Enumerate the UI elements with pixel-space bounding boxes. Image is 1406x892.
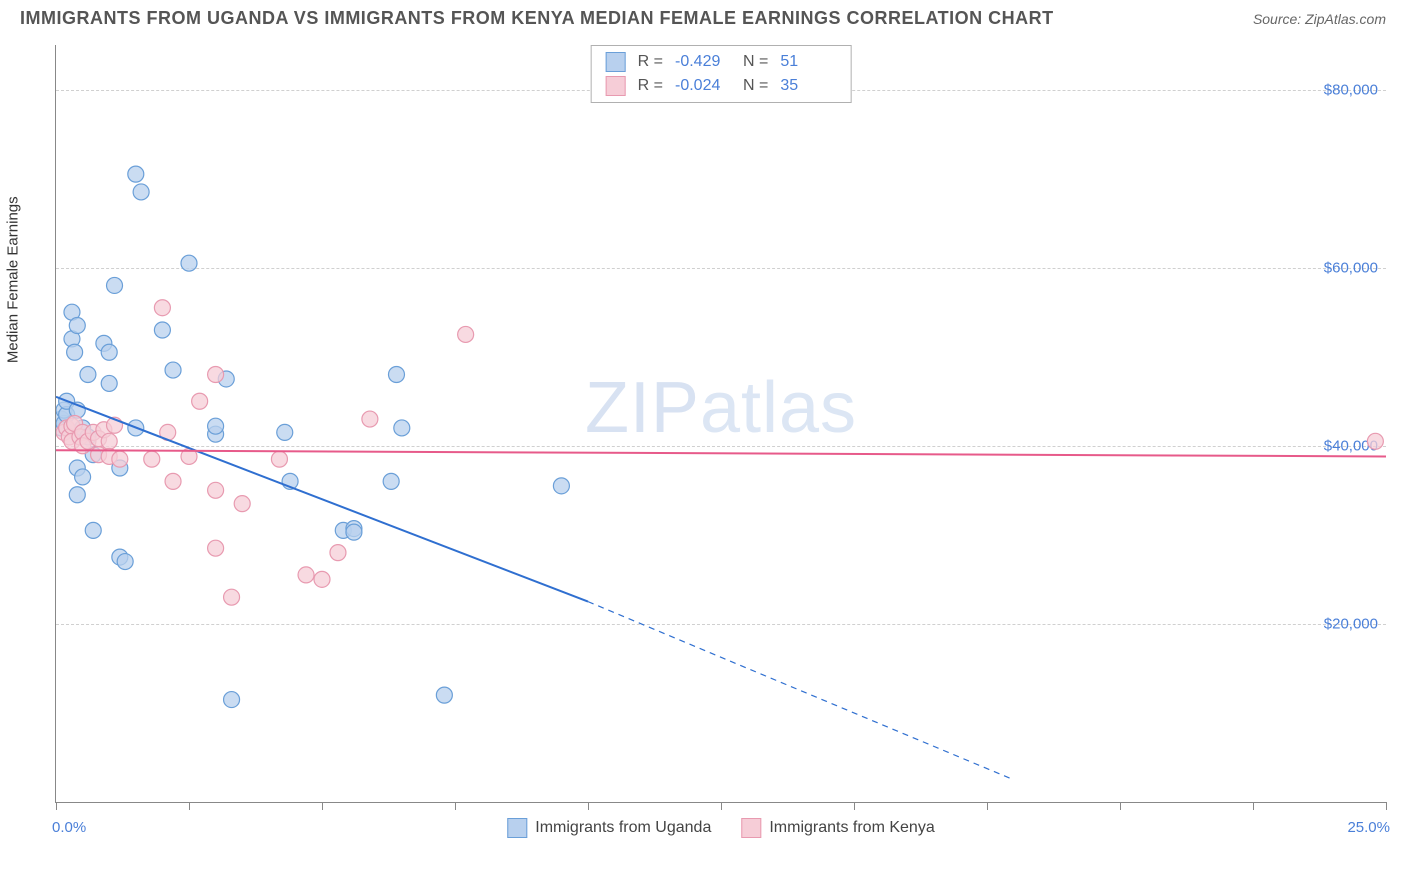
regression-extrapolation-uganda — [588, 602, 1014, 780]
data-point-uganda — [383, 473, 399, 489]
data-point-uganda — [346, 524, 362, 540]
x-axis-start-label: 0.0% — [52, 819, 86, 836]
stats-row-kenya: R = -0.024 N = 35 — [606, 74, 837, 98]
plot-svg — [56, 45, 1386, 802]
x-tick — [56, 802, 57, 810]
swatch-kenya-icon — [741, 818, 761, 838]
legend-item-uganda: Immigrants from Uganda — [507, 818, 711, 838]
data-point-uganda — [133, 184, 149, 200]
data-point-uganda — [553, 478, 569, 494]
swatch-kenya-icon — [606, 76, 626, 96]
data-point-uganda — [165, 362, 181, 378]
regression-line-kenya — [56, 450, 1386, 456]
data-point-uganda — [208, 418, 224, 434]
stats-row-uganda: R = -0.429 N = 51 — [606, 50, 837, 74]
r-value-kenya: -0.024 — [675, 77, 731, 95]
x-tick — [1386, 802, 1387, 810]
x-tick — [987, 802, 988, 810]
data-point-kenya — [234, 496, 250, 512]
stats-legend: R = -0.429 N = 51 R = -0.024 N = 35 — [591, 45, 852, 103]
n-value-uganda: 51 — [780, 53, 836, 71]
data-point-kenya — [154, 300, 170, 316]
x-tick — [322, 802, 323, 810]
x-tick — [1120, 802, 1121, 810]
data-point-kenya — [314, 571, 330, 587]
r-value-uganda: -0.429 — [675, 53, 731, 71]
data-point-kenya — [165, 473, 181, 489]
r-label: R = — [638, 53, 663, 71]
data-point-kenya — [208, 482, 224, 498]
x-axis-end-label: 25.0% — [1347, 819, 1390, 836]
data-point-uganda — [277, 424, 293, 440]
data-point-uganda — [181, 255, 197, 271]
data-point-uganda — [75, 469, 91, 485]
legend-item-kenya: Immigrants from Kenya — [741, 818, 934, 838]
data-point-uganda — [117, 554, 133, 570]
data-point-kenya — [208, 367, 224, 383]
x-tick — [455, 802, 456, 810]
data-point-kenya — [458, 326, 474, 342]
data-point-uganda — [69, 487, 85, 503]
data-point-uganda — [224, 692, 240, 708]
source-attribution: Source: ZipAtlas.com — [1253, 11, 1386, 27]
data-point-uganda — [69, 318, 85, 334]
data-point-kenya — [298, 567, 314, 583]
x-tick — [721, 802, 722, 810]
data-point-kenya — [101, 433, 117, 449]
data-point-kenya — [144, 451, 160, 467]
data-point-kenya — [330, 545, 346, 561]
chart-container: Median Female Earnings ZIPatlas R = -0.4… — [55, 33, 1386, 843]
x-tick — [1253, 802, 1254, 810]
legend-label-uganda: Immigrants from Uganda — [535, 819, 711, 837]
data-point-uganda — [67, 344, 83, 360]
x-tick — [588, 802, 589, 810]
series-legend: Immigrants from Uganda Immigrants from K… — [507, 818, 934, 838]
n-value-kenya: 35 — [780, 77, 836, 95]
data-point-kenya — [271, 451, 287, 467]
data-point-kenya — [192, 393, 208, 409]
data-point-uganda — [80, 367, 96, 383]
data-point-uganda — [154, 322, 170, 338]
y-axis-label: Median Female Earnings — [5, 196, 22, 363]
data-point-uganda — [101, 344, 117, 360]
data-point-uganda — [388, 367, 404, 383]
data-point-kenya — [362, 411, 378, 427]
data-point-uganda — [101, 375, 117, 391]
r-label: R = — [638, 77, 663, 95]
data-point-uganda — [394, 420, 410, 436]
swatch-uganda-icon — [606, 52, 626, 72]
n-label: N = — [743, 77, 768, 95]
x-tick — [189, 802, 190, 810]
plot-area: ZIPatlas R = -0.429 N = 51 R = -0.024 N … — [55, 45, 1386, 803]
swatch-uganda-icon — [507, 818, 527, 838]
legend-label-kenya: Immigrants from Kenya — [769, 819, 934, 837]
data-point-uganda — [107, 277, 123, 293]
data-point-uganda — [85, 522, 101, 538]
data-point-kenya — [1367, 433, 1383, 449]
data-point-kenya — [224, 589, 240, 605]
chart-title: IMMIGRANTS FROM UGANDA VS IMMIGRANTS FRO… — [20, 8, 1054, 29]
data-point-kenya — [208, 540, 224, 556]
data-point-kenya — [112, 451, 128, 467]
n-label: N = — [743, 53, 768, 71]
x-tick — [854, 802, 855, 810]
data-point-uganda — [436, 687, 452, 703]
data-point-uganda — [128, 166, 144, 182]
